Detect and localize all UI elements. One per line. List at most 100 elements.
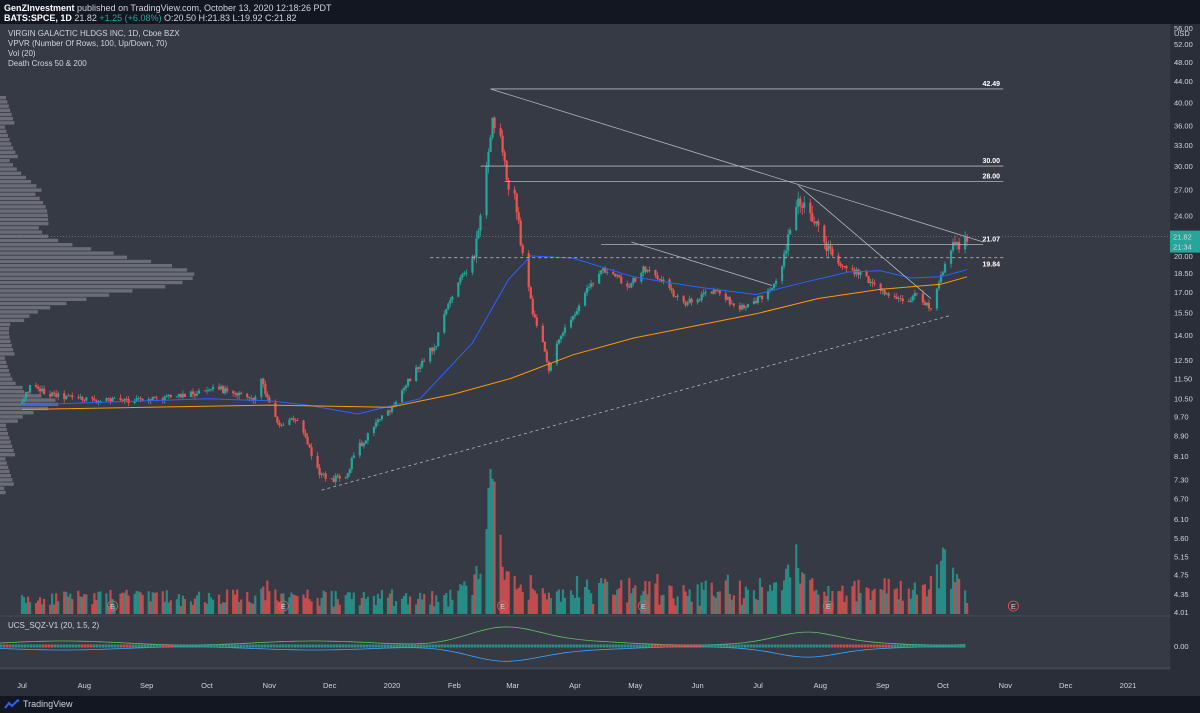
candle-body bbox=[487, 151, 490, 166]
volume-bar bbox=[686, 595, 689, 614]
oscillator-dot bbox=[474, 644, 477, 648]
oscillator-dot bbox=[381, 644, 384, 648]
chart-area[interactable]: 56.00 52.00 48.00 44.00 40.00 36.00 33.00 30.00… bbox=[0, 24, 1200, 696]
volume-bar bbox=[125, 589, 128, 614]
volume-bar bbox=[829, 602, 832, 614]
volume-bar bbox=[147, 591, 150, 614]
candle-body bbox=[865, 271, 868, 277]
oscillator-dot bbox=[495, 644, 498, 648]
earnings-marker bbox=[497, 600, 509, 612]
candle-body bbox=[774, 280, 778, 284]
oscillator-dot bbox=[126, 644, 129, 648]
price-chart-svg[interactable]: 56.00 52.00 48.00 44.00 40.00 36.00 33.00 30.00… bbox=[0, 24, 1200, 696]
candle-body bbox=[348, 469, 351, 474]
trend-line bbox=[321, 314, 952, 491]
candle-body bbox=[598, 273, 601, 284]
candle-body bbox=[57, 393, 60, 397]
oscillator-dot bbox=[405, 644, 408, 648]
candle-body bbox=[123, 398, 126, 401]
oscillator-dot bbox=[345, 644, 348, 648]
oscillator-dot bbox=[336, 644, 339, 648]
oscillator-dot bbox=[540, 644, 543, 648]
volume-bar bbox=[885, 593, 888, 614]
candle-body bbox=[859, 271, 862, 275]
candle-body bbox=[964, 236, 967, 250]
symbol[interactable]: BATS:SPCE, 1D bbox=[4, 13, 72, 23]
candle-body bbox=[22, 398, 26, 402]
legend-death-cross[interactable]: Death Cross 50 & 200 bbox=[8, 59, 87, 68]
candle-body bbox=[226, 388, 229, 392]
oscillator-dot bbox=[36, 644, 39, 648]
oscillator-dot bbox=[342, 644, 345, 648]
vpvr-row bbox=[0, 159, 10, 163]
candle-body bbox=[704, 291, 707, 293]
earnings-label: E bbox=[500, 602, 505, 611]
volume-bar bbox=[260, 588, 263, 614]
oscillator-dot bbox=[384, 644, 387, 648]
oscillator-dot bbox=[906, 644, 909, 648]
legend-volume[interactable]: Vol (20) bbox=[8, 49, 36, 58]
oscillator-dot bbox=[369, 644, 372, 648]
volume-bar bbox=[559, 601, 563, 614]
candle-body bbox=[618, 275, 621, 278]
oscillator-dot bbox=[537, 644, 540, 648]
volume-bar bbox=[825, 596, 828, 614]
publisher-name[interactable]: GenZInvestment bbox=[4, 3, 75, 13]
volume-bar bbox=[489, 469, 492, 614]
candle-body bbox=[543, 342, 546, 352]
oscillator-label[interactable]: UCS_SQZ-V1 (20, 1.5, 2) bbox=[8, 621, 100, 630]
volume-bar bbox=[155, 592, 158, 614]
oscillator-upper bbox=[0, 626, 966, 646]
volume-bar bbox=[895, 588, 898, 614]
x-tick-label: Dec bbox=[1059, 681, 1073, 690]
candle-body bbox=[927, 302, 931, 309]
oscillator-dot bbox=[84, 644, 87, 648]
candle-body bbox=[163, 396, 166, 401]
candle-body bbox=[330, 478, 333, 480]
candle-body bbox=[966, 236, 969, 242]
candle-body bbox=[485, 165, 488, 216]
footer: TradingView bbox=[0, 696, 1200, 713]
candle-body bbox=[766, 290, 770, 300]
candle-body bbox=[935, 288, 939, 309]
oscillator-dot bbox=[387, 644, 390, 648]
oscillator-dot bbox=[351, 644, 354, 648]
oscillator-dot bbox=[153, 644, 156, 648]
volume-bar bbox=[348, 592, 351, 614]
legend-title[interactable]: VIRGIN GALACTIC HLDGS INC, 1D, Cboe BZX bbox=[8, 29, 180, 38]
oscillator-dot bbox=[810, 644, 813, 648]
volume-bar bbox=[837, 590, 840, 614]
oscillator-dot bbox=[225, 644, 228, 648]
legend-vpvr[interactable]: VPVR (Number Of Rows, 100, Up/Down, 70) bbox=[8, 39, 168, 48]
level-label: 28.00 bbox=[982, 173, 1000, 180]
candle-body bbox=[760, 295, 764, 300]
oscillator-dot bbox=[828, 644, 831, 648]
oscillator-dot bbox=[732, 644, 735, 648]
earnings-label: E bbox=[281, 602, 286, 611]
volume-bar bbox=[366, 596, 369, 614]
volume-bar bbox=[334, 591, 337, 614]
volume-bar bbox=[573, 598, 577, 614]
volume-bar bbox=[915, 594, 918, 614]
candle-body bbox=[923, 302, 926, 306]
vpvr-row bbox=[0, 180, 32, 184]
volume-bar bbox=[330, 590, 333, 614]
candle-body bbox=[507, 179, 510, 190]
y-tick-label: 4.35 bbox=[1174, 590, 1189, 599]
candle-body bbox=[179, 394, 182, 398]
volume-bar bbox=[662, 594, 665, 614]
vpvr-row bbox=[0, 436, 10, 440]
volume-bar bbox=[404, 593, 408, 614]
volume-bar bbox=[406, 604, 410, 614]
volume-bar bbox=[760, 587, 764, 614]
volume-bar bbox=[209, 597, 213, 614]
vpvr-row bbox=[0, 268, 188, 272]
volume-bar bbox=[55, 593, 58, 614]
x-tick-label: Jul bbox=[17, 681, 27, 690]
oscillator-dot bbox=[879, 644, 882, 648]
candle-body bbox=[547, 361, 550, 371]
candle-body bbox=[555, 343, 559, 364]
vpvr-row bbox=[0, 398, 56, 402]
volume-bar bbox=[443, 595, 446, 614]
oscillator-dot bbox=[786, 644, 789, 648]
